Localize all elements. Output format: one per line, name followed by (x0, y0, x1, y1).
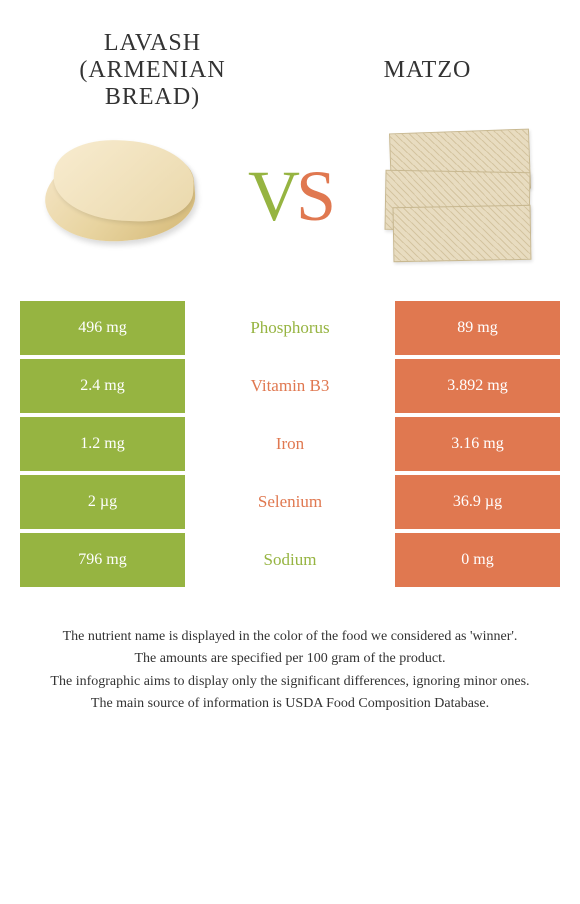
cell-nutrient-name: Selenium (185, 475, 395, 529)
cell-nutrient-name: Iron (185, 417, 395, 471)
cell-right-value: 0 mg (395, 533, 560, 587)
footnote-line: The nutrient name is displayed in the co… (20, 627, 560, 647)
cell-right-value: 3.16 mg (395, 417, 560, 471)
nutrient-table: 496 mgPhosphorus89 mg2.4 mgVitamin B33.8… (20, 301, 560, 587)
food-title-right: MATZO (315, 57, 540, 84)
cell-left-value: 2.4 mg (20, 359, 185, 413)
vs-s: S (296, 155, 332, 238)
cell-right-value: 89 mg (395, 301, 560, 355)
footnote-line: The amounts are specified per 100 gram o… (20, 649, 560, 669)
footnote-line: The main source of information is USDA F… (20, 694, 560, 714)
food-title-left: LAVASH (ARMENIAN BREAD) (40, 30, 265, 111)
lavash-image (30, 126, 210, 266)
table-row: 2 µgSelenium36.9 µg (20, 475, 560, 529)
table-row: 496 mgPhosphorus89 mg (20, 301, 560, 355)
vs-v: V (248, 155, 296, 238)
cell-left-value: 1.2 mg (20, 417, 185, 471)
images-row: V S (0, 121, 580, 291)
table-row: 1.2 mgIron3.16 mg (20, 417, 560, 471)
cell-right-value: 36.9 µg (395, 475, 560, 529)
footnote-line: The infographic aims to display only the… (20, 672, 560, 692)
matzo-image (370, 126, 550, 266)
cell-left-value: 2 µg (20, 475, 185, 529)
vs-label: V S (248, 155, 332, 238)
cell-left-value: 796 mg (20, 533, 185, 587)
table-row: 796 mgSodium0 mg (20, 533, 560, 587)
footnotes: The nutrient name is displayed in the co… (20, 627, 560, 714)
header: LAVASH (ARMENIAN BREAD) MATZO (0, 0, 580, 121)
cell-left-value: 496 mg (20, 301, 185, 355)
cell-right-value: 3.892 mg (395, 359, 560, 413)
cell-nutrient-name: Vitamin B3 (185, 359, 395, 413)
cell-nutrient-name: Sodium (185, 533, 395, 587)
table-row: 2.4 mgVitamin B33.892 mg (20, 359, 560, 413)
cell-nutrient-name: Phosphorus (185, 301, 395, 355)
